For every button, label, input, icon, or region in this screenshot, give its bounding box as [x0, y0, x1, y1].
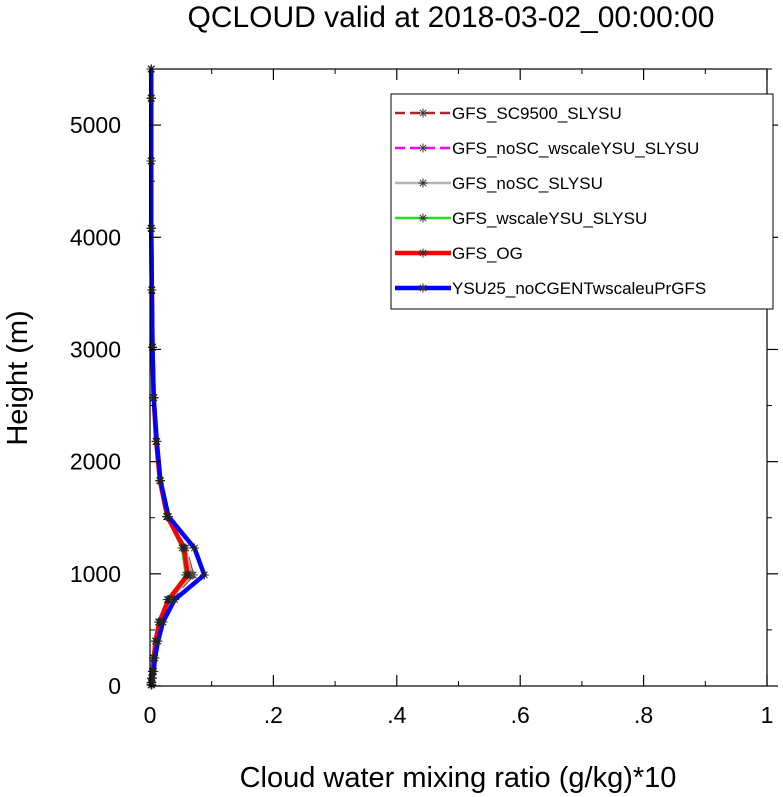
- legend-marker: [418, 283, 428, 293]
- x-axis: 0 .2 .4 .6 .8 1: [144, 69, 774, 728]
- data-point: [146, 156, 156, 166]
- plot-area: [146, 64, 209, 690]
- data-point: [155, 476, 165, 486]
- y-tick-label: 5000: [70, 112, 121, 138]
- legend-item: GFS_wscaleYSU_SLYSU: [395, 209, 647, 228]
- data-point: [153, 636, 163, 646]
- x-axis-label: Cloud water mixing ratio (g/kg)*10: [240, 762, 677, 794]
- legend-marker: [418, 143, 428, 153]
- data-point: [199, 570, 209, 580]
- data-point: [146, 223, 156, 233]
- legend-label: GFS_SC9500_SLYSU: [452, 104, 622, 123]
- y-tick-label: 3000: [70, 336, 121, 362]
- data-point: [150, 653, 160, 663]
- data-point: [170, 595, 180, 605]
- x-tick-label: .2: [264, 702, 283, 728]
- legend-marker: [418, 178, 428, 188]
- legend-item: GFS_noSC_SLYSU: [395, 174, 603, 193]
- data-point: [149, 666, 159, 676]
- legend-item: GFS_OG: [395, 244, 523, 263]
- legend-label: GFS_wscaleYSU_SLYSU: [452, 209, 647, 228]
- x-tick-label: .8: [634, 702, 653, 728]
- y-axis-label: Height (m): [2, 310, 34, 445]
- data-point: [147, 673, 157, 683]
- legend-label: YSU25_noCGENTwscaleuPrGFS: [452, 279, 706, 298]
- x-tick-label: .4: [387, 702, 406, 728]
- legend: GFS_SC9500_SLYSU GFS_noSC_wscaleYSU_SLYSU…: [390, 93, 774, 310]
- data-point: [147, 342, 157, 352]
- data-point: [158, 617, 168, 627]
- legend-marker: [418, 108, 428, 118]
- legend-item: YSU25_noCGENTwscaleuPrGFS: [395, 279, 706, 298]
- legend-label: GFS_noSC_SLYSU: [452, 174, 603, 193]
- x-tick-label: 1: [761, 702, 774, 728]
- data-point: [179, 543, 189, 553]
- y-tick-label: 2000: [70, 449, 121, 475]
- y-axis: 0 1000 2000 3000 4000 5000: [70, 68, 778, 699]
- data-point: [152, 436, 162, 446]
- data-point: [183, 570, 193, 580]
- data-point: [149, 393, 159, 403]
- legend-box: [390, 93, 774, 310]
- x-tick-label: 0: [144, 702, 157, 728]
- data-point: [189, 543, 199, 553]
- legend-item: GFS_noSC_wscaleYSU_SLYSU: [395, 139, 699, 158]
- chart-title: QCLOUD valid at 2018-03-02_00:00:00: [188, 1, 715, 34]
- legend-label: GFS_noSC_wscaleYSU_SLYSU: [452, 139, 699, 158]
- y-tick-label: 1000: [70, 561, 121, 587]
- legend-label: GFS_OG: [452, 244, 523, 263]
- legend-item: GFS_SC9500_SLYSU: [395, 104, 622, 123]
- legend-marker: [418, 213, 428, 223]
- y-tick-label: 0: [108, 673, 121, 699]
- legend-marker: [418, 248, 428, 258]
- data-point: [164, 512, 174, 522]
- data-point: [146, 93, 156, 103]
- y-tick-label: 4000: [70, 224, 121, 250]
- x-tick-label: .6: [511, 702, 530, 728]
